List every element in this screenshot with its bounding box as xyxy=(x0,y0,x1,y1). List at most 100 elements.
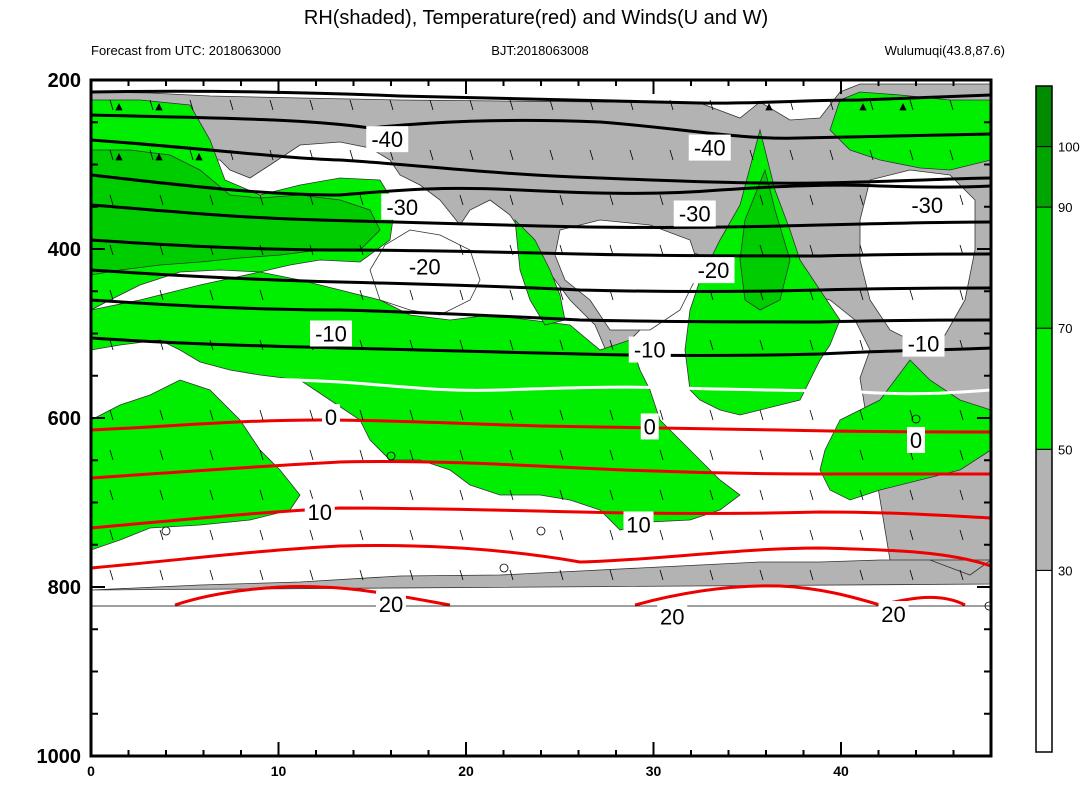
wind-flag xyxy=(195,153,203,161)
contour-label-box xyxy=(657,603,688,630)
isotherm-m40 xyxy=(91,89,991,105)
colorbar-label: 100 xyxy=(1058,140,1080,155)
isotherm-10 xyxy=(91,459,991,480)
contour-label: 0 xyxy=(325,405,337,430)
contour-label: -40 xyxy=(371,127,403,152)
x-axis: 0 10 20 30 40 xyxy=(87,80,992,779)
calm-circle xyxy=(499,563,509,573)
colorbar-bin xyxy=(1035,569,1053,753)
contour-label: 20 xyxy=(660,605,684,630)
y-tick-label: 1000 xyxy=(37,746,82,768)
isotherm-m20 xyxy=(91,238,991,258)
subtitle-right: Wulumuqi(43.8,87.6) xyxy=(885,43,1005,58)
y-tick-label: 200 xyxy=(48,70,81,92)
isotherm-15 xyxy=(91,506,991,530)
isotherm-m35 xyxy=(91,138,991,185)
isotherm-m15 xyxy=(91,268,991,293)
contour-label-box xyxy=(878,601,909,628)
contour-label-box xyxy=(673,200,716,227)
rh-green-lower-left xyxy=(91,379,301,551)
isotherm-m5 xyxy=(91,336,991,357)
wind-flag xyxy=(899,103,907,111)
isotherm-m10 xyxy=(91,298,991,324)
wind-flag xyxy=(859,103,867,111)
contour-label-box xyxy=(381,193,424,220)
colorbar-bin xyxy=(1035,327,1053,450)
colorbar-label: 70 xyxy=(1058,321,1072,336)
contour-label: -10 xyxy=(908,332,940,357)
contour-label: 10 xyxy=(626,512,650,537)
colorbar-bin xyxy=(1035,146,1053,208)
colorbar-label: 30 xyxy=(1058,563,1072,578)
temperature-contours xyxy=(91,89,991,607)
calm-circle xyxy=(911,414,921,424)
contour-label-box xyxy=(688,134,731,161)
contour-label-box xyxy=(623,511,654,538)
subtitle-left: Forecast from UTC: 2018063000 xyxy=(91,43,281,58)
contour-label: -40 xyxy=(694,136,726,161)
contour-label-box xyxy=(366,126,409,153)
colorbar-label: 90 xyxy=(1058,200,1072,215)
calm-circle xyxy=(984,601,991,611)
contour-label: -10 xyxy=(315,322,347,347)
wind-barb-rows xyxy=(91,99,991,607)
contour-label: -10 xyxy=(634,338,666,363)
isotherm-25b xyxy=(634,584,966,607)
contour-label-box xyxy=(902,330,945,357)
isotherm-m30 xyxy=(91,173,991,197)
contour-label-box xyxy=(376,590,406,617)
contour-label: -30 xyxy=(386,195,418,220)
isotherm-m25 xyxy=(91,203,991,229)
subtitle-center: BJT:2018063008 xyxy=(491,43,589,58)
contour-label-box xyxy=(322,404,340,431)
colorbar-bin xyxy=(1035,85,1053,148)
contour-label: 0 xyxy=(644,414,656,439)
rh-green-lower-right xyxy=(819,359,991,501)
wind-flags xyxy=(115,103,907,161)
wind-barbs xyxy=(91,99,991,611)
calm-circle xyxy=(386,451,396,461)
isotherm-m40b xyxy=(91,113,991,140)
contour-label: -30 xyxy=(911,193,943,218)
wind-flag xyxy=(115,153,123,161)
contour-label-box xyxy=(906,192,949,219)
plot-area: -40 -40 -30 -30 -30 -20 -20 -10 -10 -10 0 0 0 10 10 20 2… xyxy=(37,70,993,779)
wind-flag xyxy=(155,153,163,161)
contour-label-box xyxy=(403,253,446,280)
calm-circle xyxy=(161,526,171,536)
contour-label-box xyxy=(628,336,671,363)
x-tick-label: 30 xyxy=(646,763,662,779)
y-tick-label: 800 xyxy=(48,577,81,599)
wind-flag xyxy=(155,103,163,111)
contour-label: 20 xyxy=(379,592,403,617)
x-tick-label: 0 xyxy=(87,763,95,779)
colorbar-bin xyxy=(1035,448,1053,571)
colorbar-frame xyxy=(1035,85,1053,753)
wind-flag xyxy=(115,103,123,111)
isotherm-5 xyxy=(91,418,991,434)
contour-label-box xyxy=(310,320,352,347)
contour-label-box xyxy=(907,426,925,453)
isotherm-0 xyxy=(91,376,991,396)
contour-label-box xyxy=(640,413,659,440)
contour-label: -20 xyxy=(409,255,441,280)
wind-flag xyxy=(765,103,773,111)
calm-wind-circles xyxy=(161,414,991,611)
colorbar: 30 50 70 90 100 xyxy=(1035,85,1080,753)
colorbar-bin xyxy=(1035,206,1053,329)
contour-label: 10 xyxy=(308,500,332,525)
chart-title: RH(shaded), Temperature(red) and Winds(U… xyxy=(304,7,768,29)
y-tick-label: 400 xyxy=(48,239,81,261)
colorbar-label: 50 xyxy=(1058,442,1072,457)
contour-labels: -40 -40 -30 -30 -30 -20 -20 -10 -10 -10 0 0 0 10 10 20 2… xyxy=(304,126,949,630)
y-tick-label: 600 xyxy=(48,408,81,430)
contour-label: 0 xyxy=(910,428,922,453)
x-tick-label: 20 xyxy=(458,763,474,779)
contour-label-box xyxy=(304,498,335,525)
x-tick-label: 10 xyxy=(271,763,287,779)
isotherm-20 xyxy=(91,544,991,570)
contour-label: -30 xyxy=(679,202,711,227)
contour-label: 20 xyxy=(881,602,905,627)
